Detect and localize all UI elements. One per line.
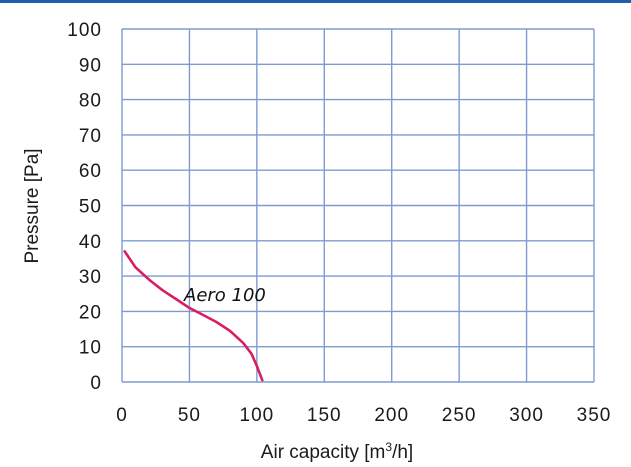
y-tick-label: 70 (79, 126, 102, 147)
x-tick-label: 0 (116, 405, 128, 426)
y-tick-label: 0 (90, 373, 102, 394)
y-axis-label: Pressure [Pa] (22, 148, 43, 263)
y-tick-label: 90 (79, 55, 102, 76)
x-tick-label: 50 (178, 405, 201, 426)
x-axis-label: Air capacity [m3/h] (261, 440, 413, 463)
x-tick-label: 350 (577, 405, 612, 426)
x-tick-label: 300 (509, 405, 544, 426)
series-layer: Aero 100 (123, 250, 266, 382)
header-bar (0, 0, 631, 3)
y-tick-label: 10 (79, 338, 102, 359)
y-tick-label: 100 (67, 20, 102, 41)
y-tick-label: 30 (79, 267, 102, 288)
series-label-aero-100: Aero 100 (183, 285, 266, 306)
x-tick-label: 150 (307, 405, 342, 426)
y-tick-label: 80 (79, 91, 102, 112)
y-tick-label: 20 (79, 302, 102, 323)
grid (121, 28, 595, 383)
y-tick-label: 50 (79, 197, 102, 218)
tick-labels: 0 10 20 30 40 50 60 70 80 90 100 0 50 100 150 200 250 300… (67, 20, 612, 426)
y-tick-label: 40 (79, 232, 102, 253)
y-tick-label: 60 (79, 161, 102, 182)
x-tick-label: 100 (240, 405, 275, 426)
x-tick-label: 200 (374, 405, 409, 426)
series-line-aero-100 (123, 250, 264, 382)
x-tick-label: 250 (442, 405, 477, 426)
